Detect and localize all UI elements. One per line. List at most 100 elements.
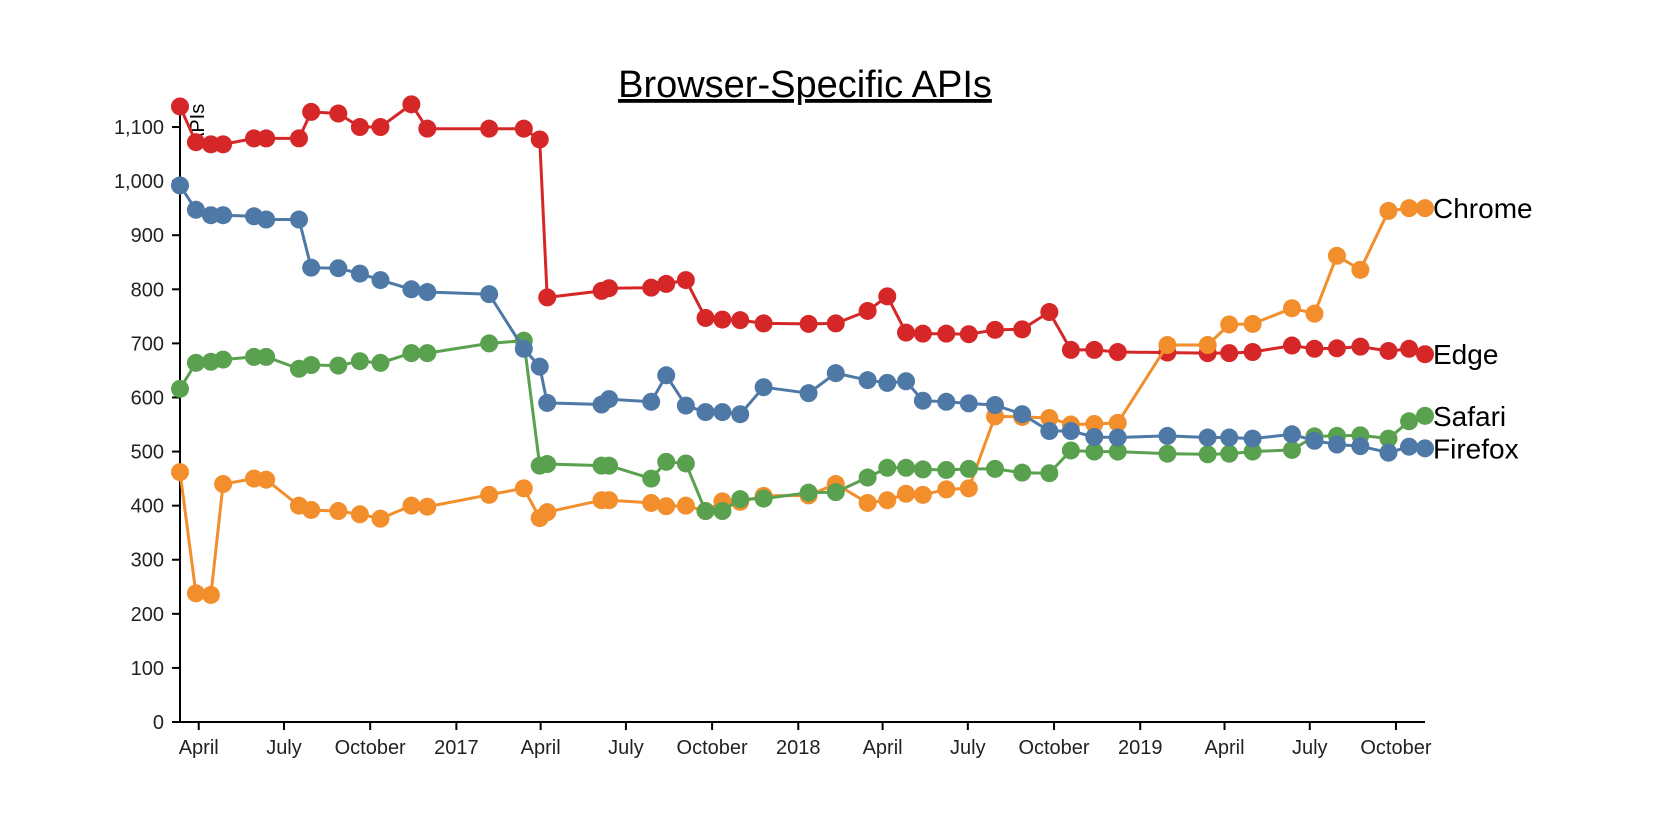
firefox-point xyxy=(1085,427,1104,446)
edge-point xyxy=(1085,340,1104,359)
chrome-point xyxy=(858,493,877,512)
chrome-point xyxy=(1305,304,1324,323)
safari-point xyxy=(1198,445,1217,464)
firefox-point xyxy=(514,339,533,358)
chrome-point xyxy=(350,505,369,524)
y-tick-label: 900 xyxy=(131,225,164,247)
firefox-point xyxy=(538,393,557,412)
chrome-point xyxy=(302,500,321,519)
firefox-point xyxy=(713,403,732,422)
edge-point xyxy=(713,310,732,329)
firefox-point xyxy=(350,264,369,283)
y-axis: 0 100 200 300 400 500 600 700 800 900 1,000 1,100 xyxy=(114,100,181,734)
firefox-point xyxy=(1305,431,1324,450)
y-tick-label: 800 xyxy=(131,279,164,301)
safari-point xyxy=(329,356,348,375)
y-tick-label: 300 xyxy=(131,550,164,572)
firefox-point xyxy=(214,206,233,225)
firefox-point xyxy=(878,373,897,392)
safari-point xyxy=(1379,429,1398,448)
safari-point xyxy=(642,469,661,488)
series-label-chrome: Chrome xyxy=(1433,193,1533,224)
edge-point xyxy=(799,314,818,333)
firefox-point xyxy=(600,390,619,409)
firefox-point xyxy=(1416,439,1434,458)
edge-point xyxy=(657,274,676,293)
safari-point xyxy=(302,356,321,375)
firefox-point xyxy=(186,200,205,219)
edge-point xyxy=(600,279,619,298)
safari-point xyxy=(538,455,557,474)
x-tick-label: October xyxy=(677,737,748,759)
edge-point xyxy=(514,119,533,138)
edge-point xyxy=(329,104,348,123)
edge-point xyxy=(897,323,916,342)
safari-point xyxy=(480,334,499,353)
edge-point xyxy=(257,129,276,148)
edge-point xyxy=(1305,339,1324,358)
safari-point xyxy=(731,490,750,509)
chrome-point xyxy=(657,497,676,516)
x-tick-label: July xyxy=(266,737,302,759)
safari-point xyxy=(1416,406,1434,425)
firefox-point xyxy=(676,396,695,415)
chrome-point xyxy=(214,475,233,494)
safari-point xyxy=(600,456,619,475)
safari-point xyxy=(696,502,715,521)
chrome-point xyxy=(257,470,276,489)
edge-point xyxy=(1243,343,1262,362)
firefox-point xyxy=(1108,428,1127,447)
chrome-point xyxy=(186,584,205,603)
chrome-point xyxy=(1351,260,1370,279)
chrome-point xyxy=(642,493,661,512)
y-tick-label: 200 xyxy=(131,604,164,626)
firefox-point xyxy=(1040,422,1059,441)
safari-point xyxy=(1220,444,1239,463)
firefox-point xyxy=(1351,437,1370,456)
safari-point xyxy=(1158,444,1177,463)
x-tick-label: April xyxy=(521,737,561,759)
edge-point xyxy=(959,325,978,344)
firefox-point xyxy=(402,280,421,299)
y-tick-label: 400 xyxy=(131,496,164,518)
chrome-point xyxy=(913,485,932,504)
chrome-point xyxy=(1379,201,1398,220)
firefox-point xyxy=(897,372,916,391)
safari-point xyxy=(1108,442,1127,461)
series-firefox xyxy=(171,176,1434,462)
firefox-point xyxy=(1282,425,1301,444)
firefox-point xyxy=(754,378,773,397)
safari-point xyxy=(371,353,390,372)
firefox-point xyxy=(480,285,499,304)
edge-point xyxy=(642,278,661,297)
edge-point xyxy=(289,129,308,148)
y-tick-label: 500 xyxy=(131,442,164,464)
chrome-point xyxy=(1085,414,1104,433)
edge-point xyxy=(1416,345,1434,364)
x-tick-label: 2018 xyxy=(776,737,821,759)
chrome-point xyxy=(600,491,619,510)
firefox-point xyxy=(1400,437,1419,456)
chrome-point xyxy=(1400,199,1419,218)
edge-point xyxy=(1400,339,1419,358)
edge-point xyxy=(937,324,956,343)
series-edge xyxy=(171,95,1434,364)
x-tick-label: October xyxy=(1360,737,1431,759)
chrome-point xyxy=(329,502,348,521)
edge-point xyxy=(1379,341,1398,360)
firefox-point xyxy=(289,210,308,229)
edge-point xyxy=(1220,344,1239,363)
safari-point xyxy=(1040,464,1059,483)
chrome-point xyxy=(1416,199,1434,218)
series-label-safari: Safari xyxy=(1433,401,1506,432)
safari-point xyxy=(959,459,978,478)
safari-point xyxy=(799,483,818,502)
safari-point xyxy=(754,489,773,508)
series-safari xyxy=(171,331,1434,521)
series-chrome xyxy=(171,199,1434,604)
edge-point xyxy=(186,133,205,152)
chrome-point xyxy=(878,491,897,510)
firefox-point xyxy=(657,366,676,385)
chrome-point xyxy=(959,479,978,498)
